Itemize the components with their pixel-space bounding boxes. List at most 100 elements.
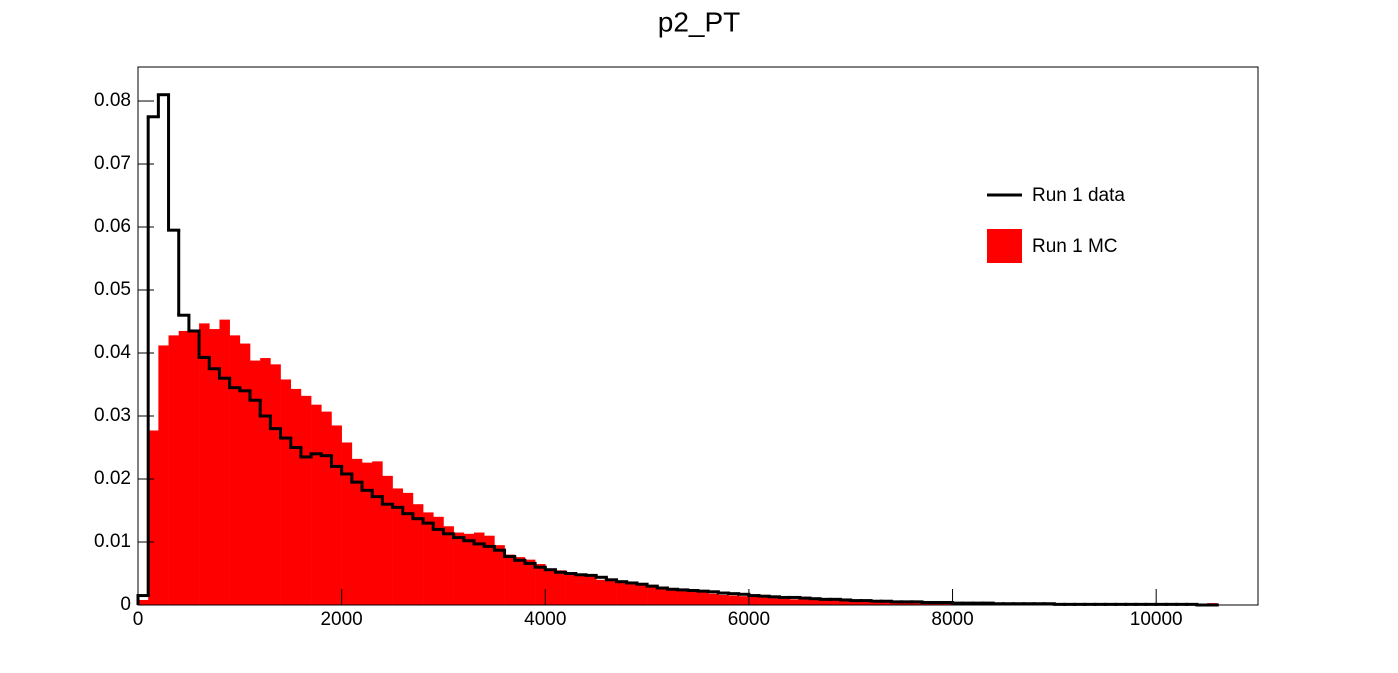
x-tick-label: 8000	[931, 609, 973, 630]
histogram-bar	[290, 388, 302, 605]
histogram-bar	[402, 492, 414, 605]
histogram-bar	[769, 598, 780, 605]
x-tick-label: 2000	[320, 609, 362, 630]
histogram-bar	[260, 358, 271, 605]
histogram-bar	[575, 573, 587, 605]
histogram-bar	[881, 602, 892, 605]
histogram-bar	[708, 593, 719, 605]
histogram-bar	[922, 603, 933, 605]
histogram-bar	[718, 594, 729, 605]
histogram-bar	[728, 595, 740, 605]
histogram-bar	[565, 572, 577, 605]
histogram-bar	[636, 584, 648, 605]
histogram-bar	[423, 512, 434, 605]
histogram-bar	[738, 596, 750, 605]
legend-swatch	[987, 229, 1022, 263]
histogram-bar	[901, 602, 913, 605]
histogram-bar	[474, 532, 485, 605]
y-tick-label: 0.05	[94, 279, 131, 300]
legend-label: Run 1 MC	[1032, 236, 1118, 257]
histogram-bar	[382, 475, 393, 605]
histogram-bar	[779, 598, 790, 605]
histogram-bar	[463, 533, 475, 605]
histogram-bar	[443, 526, 454, 605]
y-tick-label: 0.02	[94, 468, 131, 489]
y-tick-label: 0.07	[94, 153, 131, 174]
x-tick-label: 6000	[728, 609, 770, 630]
histogram-bar	[219, 319, 230, 605]
histogram-bar	[535, 564, 546, 605]
histogram-bar	[911, 603, 923, 605]
histogram-bar	[677, 589, 689, 605]
x-tick-label: 10000	[1130, 609, 1183, 630]
x-tick-label: 0	[133, 609, 144, 630]
histogram-bar	[494, 545, 505, 605]
chart-title: p2_PT	[658, 6, 741, 37]
histogram-bar	[209, 329, 220, 605]
histogram-bar	[504, 554, 516, 605]
histogram-bar	[514, 557, 526, 605]
histogram-bar	[748, 596, 760, 605]
y-tick-label: 0.01	[94, 531, 131, 552]
histogram-bar	[616, 582, 628, 605]
histogram-bar	[789, 599, 801, 605]
histogram-bar	[667, 589, 678, 605]
histogram-bar	[331, 425, 342, 605]
histogram-bar	[871, 601, 882, 605]
histogram-bar	[555, 570, 566, 605]
histogram-bar	[433, 516, 444, 605]
histogram-bar	[372, 461, 383, 605]
histogram-bar	[362, 462, 373, 605]
legend-label: Run 1 data	[1032, 185, 1125, 206]
histogram-bar	[759, 597, 770, 605]
histogram-bar	[596, 579, 607, 605]
histogram-bar	[820, 599, 831, 605]
plot-frame	[137, 66, 1259, 606]
histogram-bar	[239, 343, 251, 605]
histogram-bar	[280, 379, 292, 605]
histogram-bar	[891, 602, 902, 605]
histogram-bar	[311, 404, 322, 605]
histogram-bar	[453, 532, 465, 605]
y-tick-label: 0.06	[94, 216, 131, 237]
histogram-bar	[850, 601, 862, 605]
y-tick-label: 0.04	[94, 342, 131, 363]
histogram-bar	[860, 601, 872, 605]
histogram-bar	[250, 360, 261, 605]
histogram-bar	[138, 599, 149, 605]
histogram-bar	[412, 504, 424, 605]
histogram-bar	[524, 559, 536, 605]
histogram-bar	[830, 599, 841, 605]
histogram-bar	[657, 587, 668, 605]
histogram-bar	[188, 330, 200, 605]
histogram-bar	[606, 581, 617, 605]
histogram-bar	[351, 458, 363, 605]
histogram-bar	[586, 576, 597, 605]
y-tick-label: 0.03	[94, 405, 131, 426]
histogram-bar	[148, 430, 159, 605]
histogram-bar	[647, 586, 658, 605]
y-tick-label: 0.08	[94, 90, 131, 111]
histogram-bar	[799, 599, 811, 605]
histogram-bar	[687, 591, 699, 605]
histogram-bar	[626, 584, 638, 605]
histogram-bar	[229, 335, 241, 605]
histogram-bar	[158, 345, 169, 605]
histogram-bar	[300, 395, 312, 605]
histogram-bar	[392, 488, 404, 605]
histogram-bar	[840, 600, 852, 605]
histogram-bar	[341, 442, 353, 605]
histogram-bar	[321, 411, 332, 605]
histogram-bar	[270, 364, 281, 605]
x-tick-label: 4000	[524, 609, 566, 630]
histogram-bar	[484, 535, 495, 605]
histogram-bar	[199, 323, 210, 605]
histogram-bar	[545, 568, 556, 605]
histogram-bar	[942, 603, 953, 605]
histogram-bar	[698, 592, 709, 605]
histogram-bar	[810, 599, 821, 605]
histogram-bar	[178, 330, 190, 605]
histogram-bar	[932, 603, 943, 605]
histogram-bar	[168, 335, 180, 605]
